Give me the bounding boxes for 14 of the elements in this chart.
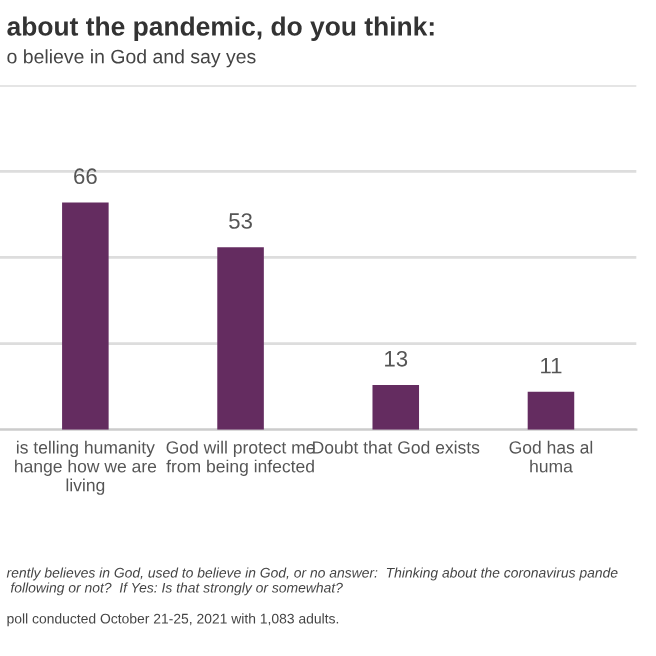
bar [62, 202, 109, 430]
bar [372, 384, 420, 430]
bar [527, 391, 575, 430]
data-label: 13 [385, 350, 408, 367]
data-label: 66 [74, 168, 97, 185]
x-tick-label: Doubt that God exists [313, 440, 480, 454]
data-label: 53 [229, 213, 252, 229]
x-tick-label: God has al huma [509, 440, 593, 473]
x-tick-label: is telling humanity hange how we are living [15, 440, 157, 495]
bar [217, 247, 264, 430]
x-tick-label: God will protect me from being infected [166, 440, 315, 476]
data-label: 11 [541, 358, 562, 374]
chart-title: about the pandemic, do you think: [7, 16, 434, 41]
chart-subtitle: o believe in God and say yes [7, 49, 256, 68]
